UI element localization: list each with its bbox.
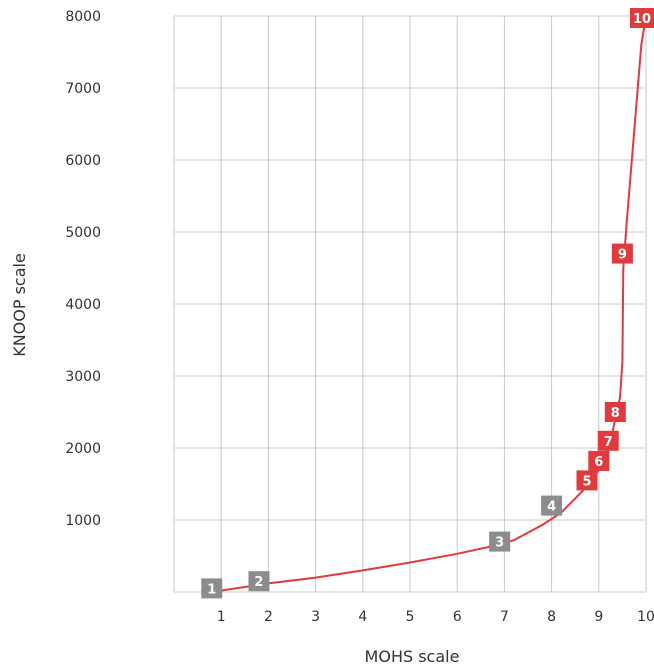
point-marker-box bbox=[604, 402, 626, 422]
y-tick-label: 4000 bbox=[65, 297, 101, 313]
y-axis-ticks: 1000 2000 3000 4000 5000 6000 7000 8000 bbox=[65, 9, 101, 529]
x-tick-label: 6 bbox=[453, 609, 462, 625]
x-tick-label: 8 bbox=[547, 609, 556, 625]
point-marker-9: 9 bbox=[611, 243, 633, 264]
point-marker-6: 6 bbox=[588, 450, 610, 471]
point-marker-label: 5 bbox=[582, 474, 591, 489]
point-marker-10: 10 bbox=[630, 8, 654, 28]
point-marker-3: 3 bbox=[489, 531, 511, 552]
point-marker-label: 8 bbox=[611, 406, 620, 421]
point-marker-4: 4 bbox=[541, 495, 563, 516]
point-marker-7: 7 bbox=[597, 430, 619, 451]
point-marker-box bbox=[630, 8, 654, 28]
point-marker-label: 4 bbox=[547, 500, 556, 515]
point-marker-8: 8 bbox=[604, 402, 626, 422]
x-tick-label: 4 bbox=[358, 609, 367, 625]
point-marker-box bbox=[611, 243, 633, 264]
x-tick-label: 9 bbox=[594, 609, 603, 625]
point-marker-box bbox=[489, 531, 511, 552]
x-tick-label: 7 bbox=[500, 609, 509, 625]
point-marker-label: 1 bbox=[207, 582, 216, 597]
y-tick-label: 1000 bbox=[65, 513, 101, 529]
y-tick-label: 8000 bbox=[65, 9, 101, 25]
x-tick-label: 2 bbox=[264, 609, 273, 625]
y-tick-label: 2000 bbox=[65, 441, 101, 457]
x-tick-label: 1 bbox=[217, 609, 226, 625]
point-marker-label: 9 bbox=[618, 248, 627, 263]
point-marker-label: 2 bbox=[254, 575, 263, 590]
point-marker-label: 7 bbox=[604, 435, 613, 450]
point-marker-5: 5 bbox=[576, 470, 598, 491]
point-marker-box bbox=[541, 495, 563, 516]
grid bbox=[173, 15, 647, 593]
x-tick-label: 10 bbox=[637, 609, 654, 625]
point-marker-box bbox=[201, 578, 223, 599]
point-markers: 1 2 3 4 567 8 9 10 bbox=[201, 8, 654, 599]
x-axis-label: MOHS scale bbox=[365, 647, 460, 666]
y-tick-label: 7000 bbox=[65, 81, 101, 97]
x-tick-label: 5 bbox=[406, 609, 415, 625]
x-axis-ticks: 1 2 3 4 5 6 7 8 9 10 bbox=[217, 609, 654, 625]
point-marker-box bbox=[597, 430, 619, 451]
point-marker-label: 3 bbox=[495, 536, 504, 551]
y-tick-label: 3000 bbox=[65, 369, 101, 385]
point-marker-box bbox=[248, 571, 270, 592]
point-marker-2: 2 bbox=[248, 571, 270, 592]
y-axis-label: KNOOP scale bbox=[10, 253, 29, 357]
point-marker-box bbox=[576, 470, 598, 491]
point-marker-1: 1 bbox=[201, 578, 223, 599]
y-tick-label: 5000 bbox=[65, 225, 101, 241]
x-tick-label: 3 bbox=[311, 609, 320, 625]
y-tick-label: 6000 bbox=[65, 153, 101, 169]
point-marker-label: 6 bbox=[594, 455, 603, 470]
point-marker-label: 10 bbox=[633, 12, 651, 27]
point-marker-box bbox=[588, 450, 610, 471]
